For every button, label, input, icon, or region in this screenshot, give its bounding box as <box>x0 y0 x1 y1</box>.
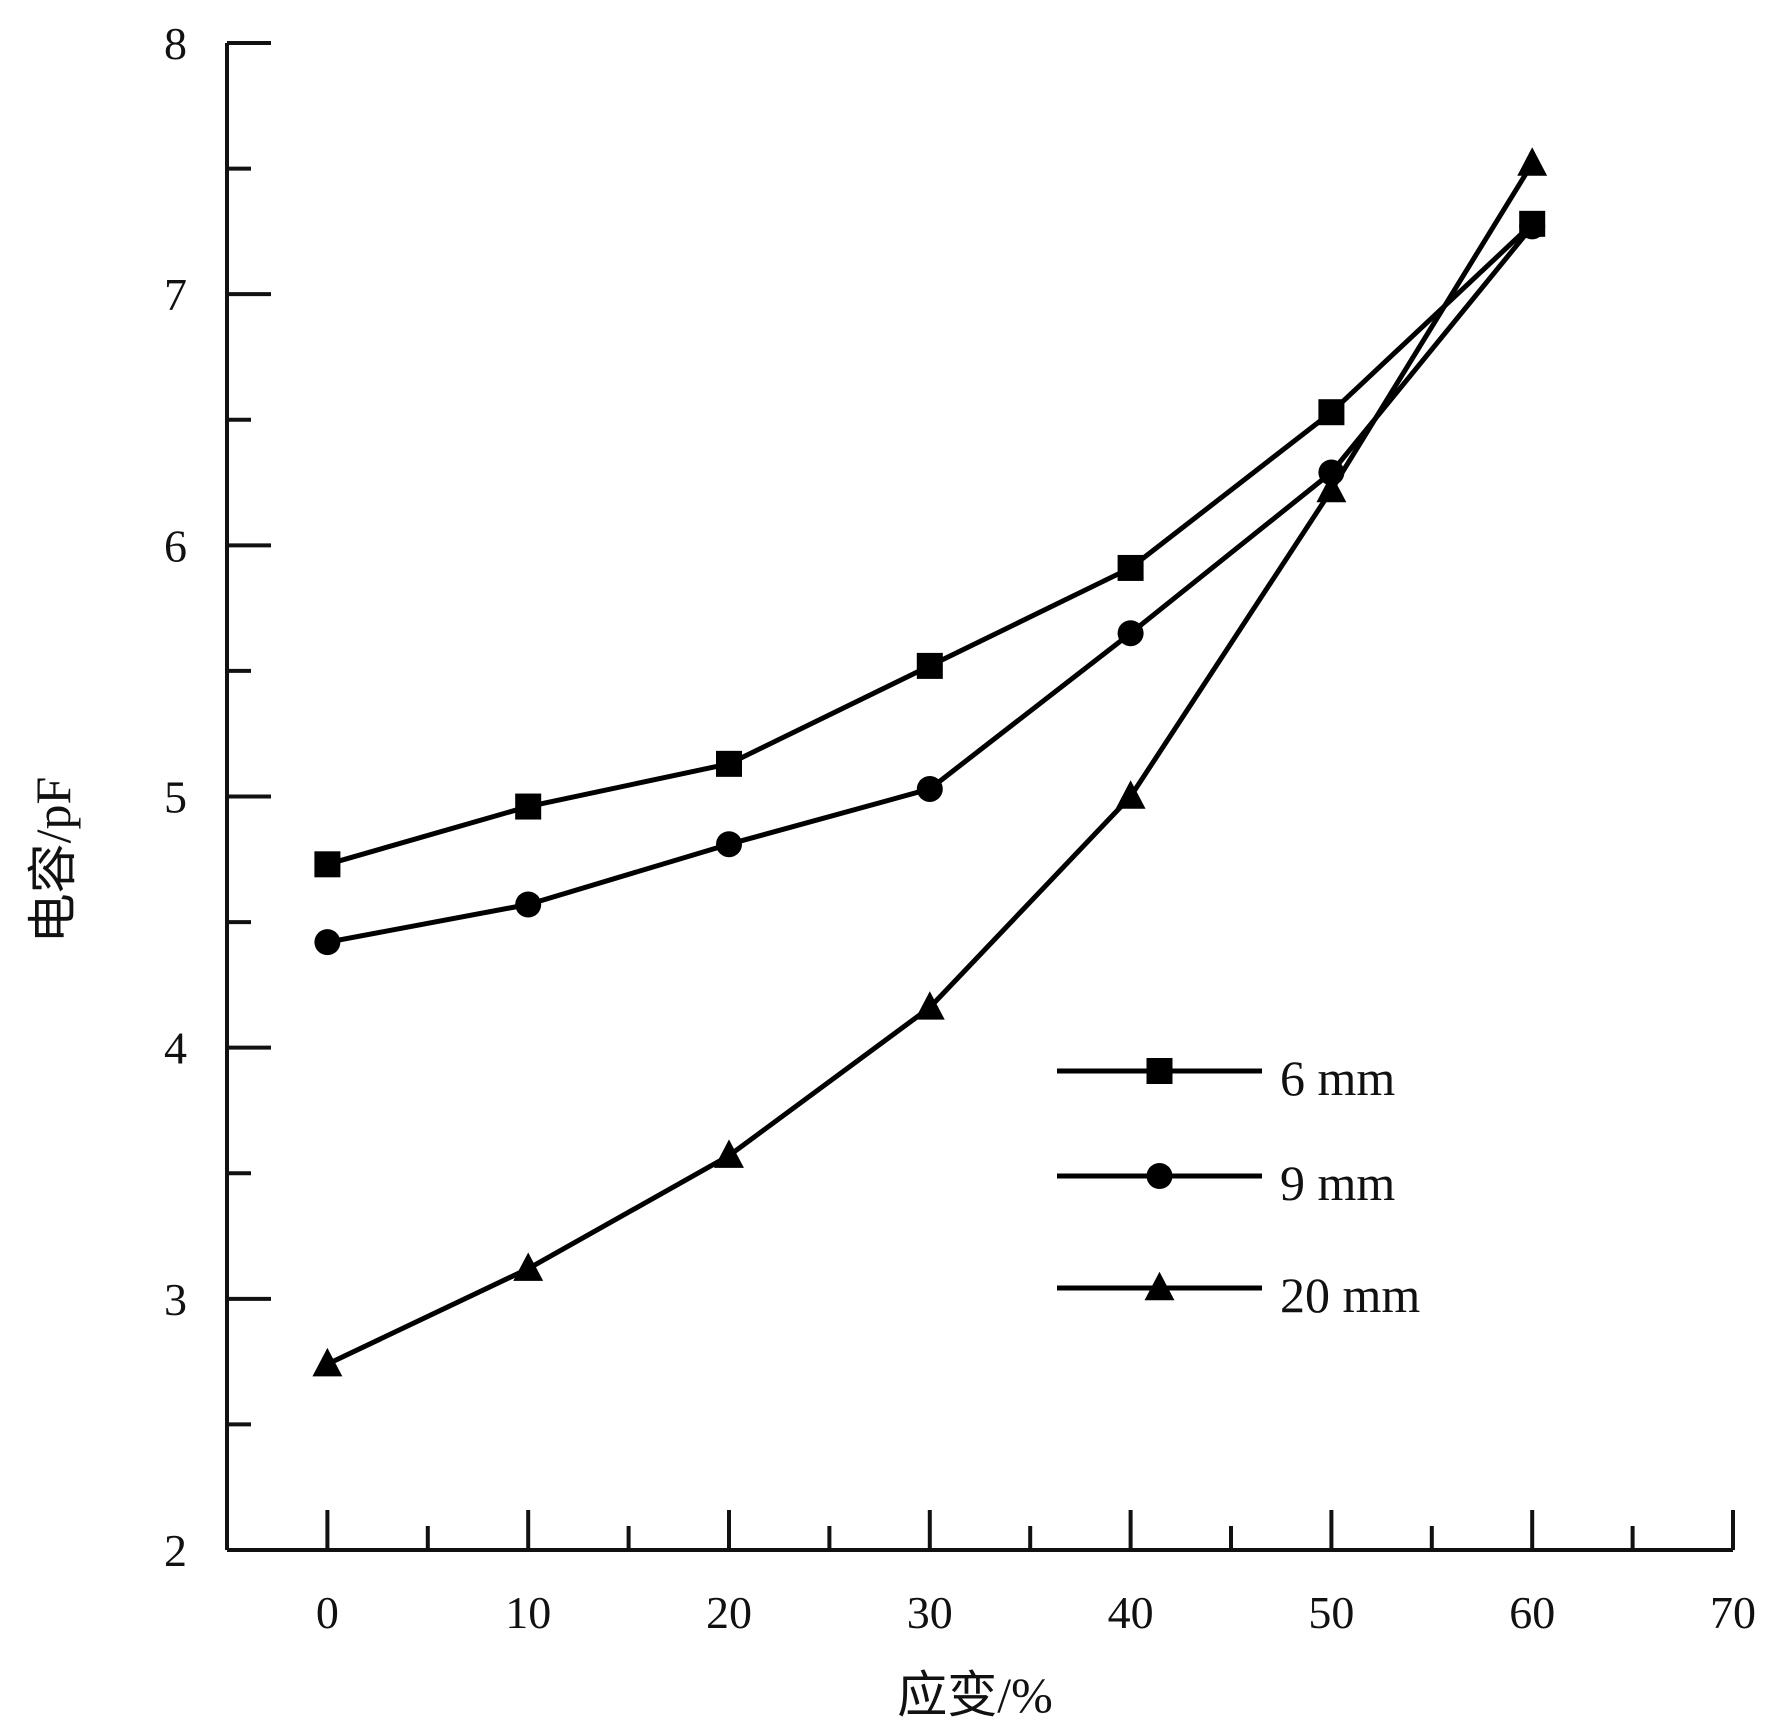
x-tick-label: 0 <box>316 1587 339 1638</box>
series-line <box>326 222 1534 867</box>
series-9-mm <box>314 213 1546 956</box>
data-point <box>1519 213 1546 240</box>
axes: 2 3 4 5 6 7 8 0 10 20 30 40 50 60 70 <box>164 18 1756 1638</box>
data-point <box>916 775 943 802</box>
data-point <box>314 851 341 878</box>
y-tick-label: 4 <box>164 1023 187 1074</box>
series-line <box>326 224 1535 945</box>
data-point <box>515 793 542 820</box>
y-axis-title: 电容/pF <box>25 777 81 944</box>
x-axis-title: 应变/% <box>897 1667 1053 1723</box>
data-point <box>716 750 742 777</box>
data-point <box>1117 554 1144 581</box>
data-point <box>515 891 542 918</box>
y-tick-label: 5 <box>164 772 187 823</box>
x-tick-label: 50 <box>1308 1587 1354 1638</box>
data-point <box>714 1139 744 1168</box>
data-point <box>716 831 742 858</box>
legend-label: 9 mm <box>1280 1155 1395 1211</box>
legend-label: 6 mm <box>1280 1050 1395 1106</box>
legend: 6 mm 9 mm 20 mm <box>1057 1050 1420 1323</box>
y-tick-label: 2 <box>164 1525 187 1576</box>
data-point <box>312 1347 343 1377</box>
legend-marker <box>1146 1058 1173 1084</box>
x-tick-label: 60 <box>1509 1587 1555 1638</box>
data-point <box>916 652 943 679</box>
x-tick-label: 30 <box>907 1587 953 1638</box>
data-point <box>1316 473 1347 503</box>
x-tick-label: 20 <box>706 1587 752 1638</box>
x-tick-label: 10 <box>505 1587 551 1638</box>
series-20-mm <box>312 147 1548 1377</box>
y-tick-label: 6 <box>164 520 187 571</box>
data-point <box>1318 399 1345 426</box>
legend-item: 20 mm <box>1057 1267 1420 1323</box>
data-point <box>1117 620 1144 647</box>
legend-marker <box>1146 1163 1173 1189</box>
data-point <box>1115 780 1146 809</box>
legend-item: 6 mm <box>1057 1050 1395 1106</box>
legend-item: 9 mm <box>1057 1155 1395 1211</box>
x-tick-label: 70 <box>1710 1587 1756 1638</box>
series-layer <box>312 147 1548 1377</box>
data-point <box>513 1252 544 1281</box>
x-tick-label: 40 <box>1108 1587 1154 1638</box>
data-point <box>914 991 945 1020</box>
data-point <box>314 929 341 956</box>
y-tick-label: 7 <box>164 269 187 320</box>
legend-marker <box>1144 1271 1175 1301</box>
y-tick-label: 8 <box>164 18 187 69</box>
y-tick-label: 3 <box>164 1274 187 1325</box>
legend-label: 20 mm <box>1280 1267 1420 1323</box>
data-point <box>1517 147 1548 176</box>
